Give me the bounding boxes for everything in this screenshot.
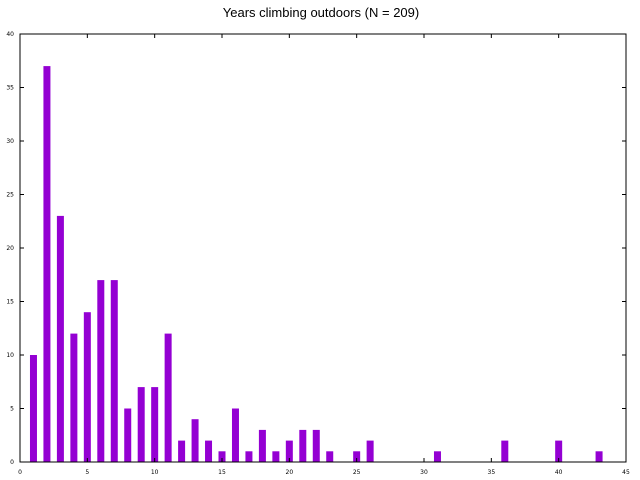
bar-15	[218, 451, 226, 462]
bar-4	[70, 333, 78, 462]
bar-31	[433, 451, 441, 462]
bar-10	[151, 387, 159, 462]
bar-25	[353, 451, 361, 462]
y-tick-label-5: 5	[10, 406, 14, 413]
x-tick-label-20: 20	[286, 469, 294, 476]
x-tick-label-35: 35	[488, 469, 496, 476]
y-tick-label-35: 35	[6, 85, 14, 92]
bar-5	[83, 312, 91, 462]
bar-14	[205, 440, 213, 462]
bar-16	[231, 408, 239, 462]
bar-23	[326, 451, 334, 462]
bar-13	[191, 419, 199, 462]
bar-3	[56, 215, 64, 462]
x-tick-label-15: 15	[218, 469, 226, 476]
y-tick-label-40: 40	[6, 31, 14, 38]
bar-43	[595, 451, 603, 462]
y-tick-label-30: 30	[6, 138, 14, 145]
bar-19	[272, 451, 280, 462]
y-tick-label-0: 0	[10, 459, 14, 466]
bar-18	[258, 429, 266, 462]
bar-7	[110, 280, 118, 462]
x-tick-label-5: 5	[85, 469, 89, 476]
bar-12	[178, 440, 186, 462]
bar-36	[501, 440, 509, 462]
bar-11	[164, 333, 172, 462]
bar-17	[245, 451, 253, 462]
bar-21	[299, 429, 307, 462]
x-tick-label-30: 30	[420, 469, 428, 476]
bar-9	[137, 387, 145, 462]
x-tick-label-0: 0	[18, 469, 22, 476]
bar-20	[285, 440, 293, 462]
x-tick-label-40: 40	[555, 469, 563, 476]
y-tick-label-20: 20	[6, 245, 14, 252]
y-tick-label-15: 15	[6, 299, 14, 306]
bar-8	[124, 408, 132, 462]
chart-title: Years climbing outdoors (N = 209)	[223, 5, 419, 20]
x-tick-label-25: 25	[353, 469, 361, 476]
tick-labels-layer: 0 5 10 15 20 25 30 35 40 45 0 5 10 15 20 25 30 35 40	[6, 31, 630, 476]
x-tick-label-10: 10	[151, 469, 159, 476]
bar-2	[43, 66, 51, 462]
bar-26	[366, 440, 374, 462]
bar-6	[97, 280, 105, 462]
y-tick-label-10: 10	[6, 352, 14, 359]
bar-1	[29, 355, 37, 462]
x-tick-label-45: 45	[622, 469, 630, 476]
bar-22	[312, 429, 320, 462]
plot-frame	[19, 33, 627, 463]
y-tick-label-25: 25	[6, 192, 14, 199]
bar-40	[555, 440, 563, 462]
bars-layer	[29, 66, 603, 462]
